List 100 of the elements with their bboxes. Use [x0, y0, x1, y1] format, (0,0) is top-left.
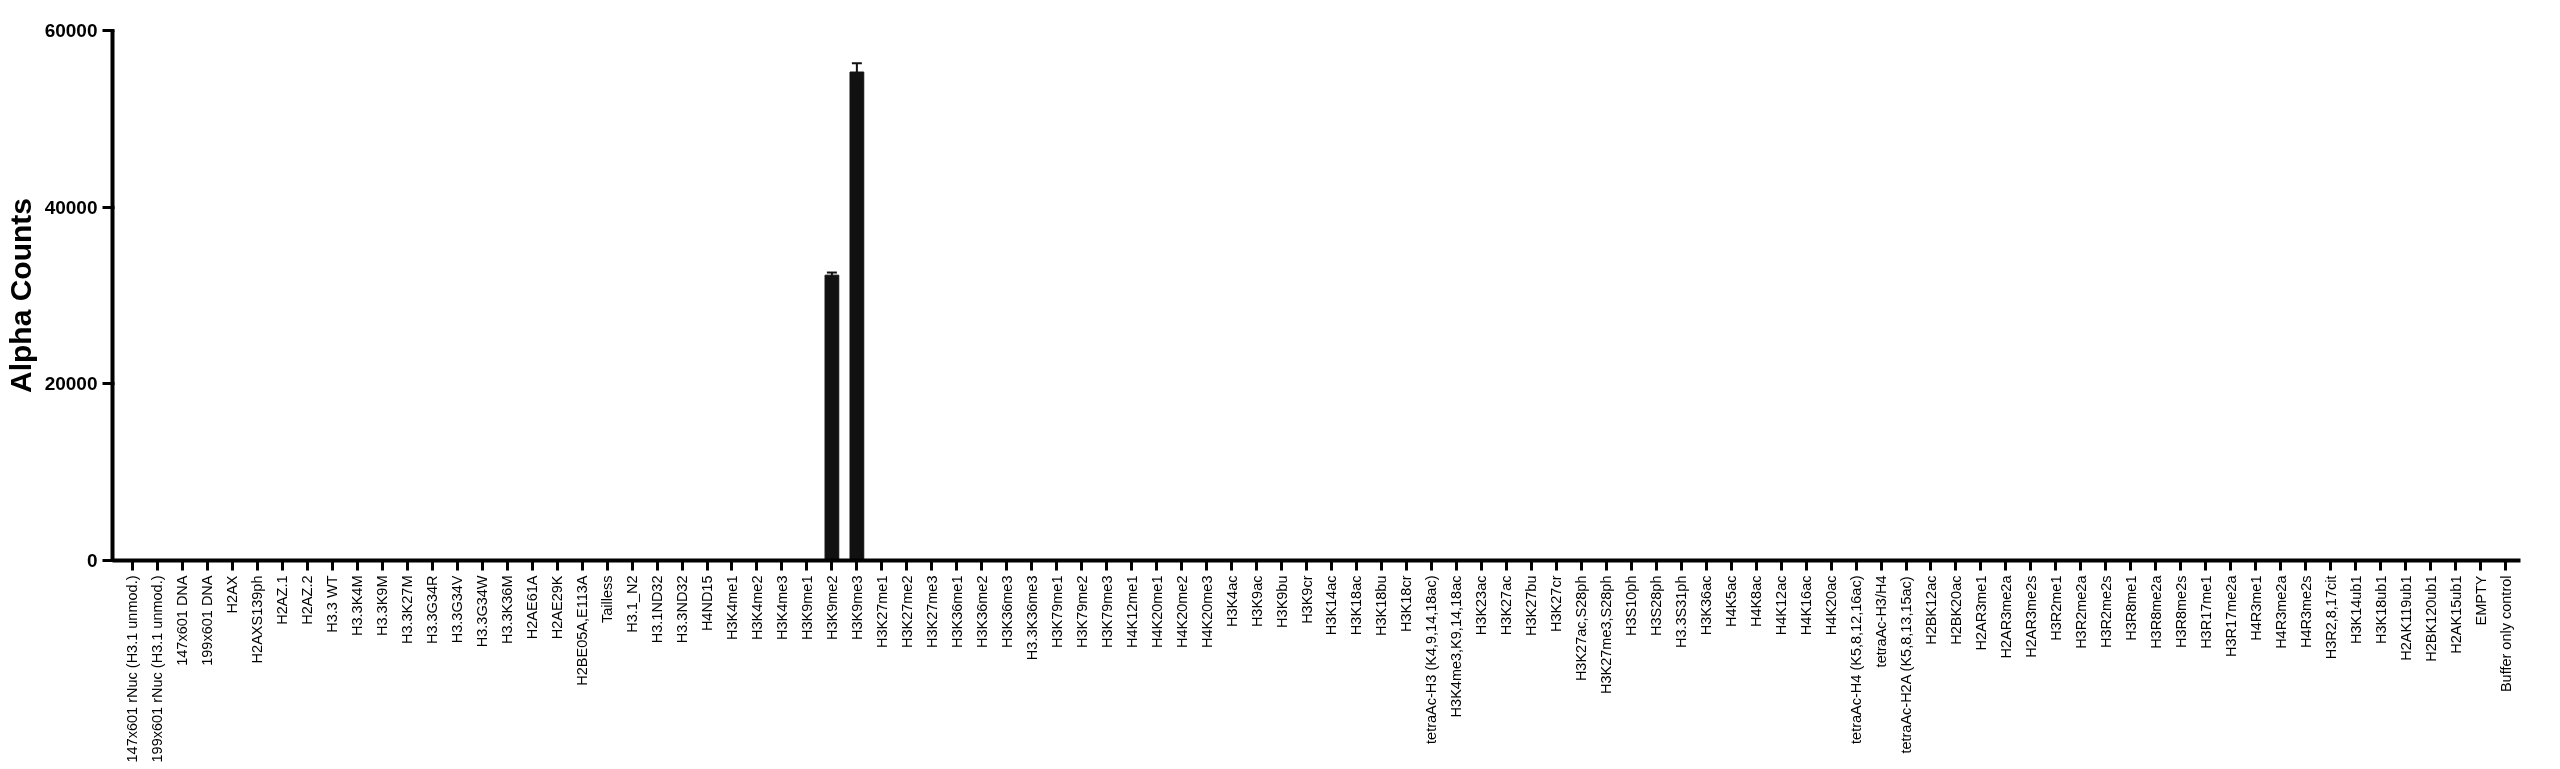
x-tick-label: H2AE29K [549, 575, 566, 640]
x-tick-label: tetraAc-H4 (K5,8,12,16ac) [1848, 575, 1865, 744]
x-tick-label: H3K18bu [1373, 575, 1390, 636]
x-tick-label: H3K9me2 [823, 575, 840, 640]
x-tick-label: H3S10ph [1623, 575, 1640, 636]
x-tick-label: H3R8me2s [2172, 575, 2189, 649]
x-tick-label: H3K23ac [1473, 575, 1490, 636]
x-tick-label: H3.1_N2 [624, 575, 641, 633]
x-tick-label: H4R3me2s [2297, 575, 2314, 649]
x-tick-label: H3K27ac,S28ph [1573, 575, 1590, 682]
x-tick-label: H2BE05A,E113A [574, 575, 591, 686]
x-tick-label: H2AZ.1 [274, 575, 291, 625]
x-tick-label: H3K18ub1 [2372, 575, 2389, 645]
x-tick-label: H2BK120ub1 [2422, 575, 2439, 662]
x-tick-label: H2AE61A [524, 575, 541, 640]
x-tick-label: H4R3me2a [2272, 574, 2289, 649]
x-tick-label: H2AX [224, 575, 241, 614]
x-tick-label: H3K4ac [1223, 575, 1240, 628]
x-tick-label: H3K4me3,K9,14,18ac [1448, 575, 1465, 718]
x-tick-label: H3R2me2s [2097, 575, 2114, 649]
x-tick-label: H4K12ac [1773, 575, 1790, 636]
x-tick-label: H3R17me1 [2197, 575, 2214, 649]
x-tick-label: H2AK119ub1 [2397, 575, 2414, 661]
x-tick-label: H3R8me2a [2147, 574, 2164, 649]
x-tick-label: H3K36me2 [973, 575, 990, 649]
x-tick-label: H2AXS139ph [249, 575, 266, 664]
x-tick-label: H4R3me1 [2247, 575, 2264, 641]
x-tick-label: H3K27me2 [898, 575, 915, 649]
x-tick-label: H3K18ac [1348, 575, 1365, 636]
x-tick-label: H3K79me1 [1048, 575, 1065, 649]
x-tick-label: tetraAc-H2A (K5,8,13,15ac) [1898, 576, 1915, 754]
x-tick-label: H2AR3me1 [1972, 575, 1989, 651]
x-tick-label: H3K27cr [1548, 575, 1565, 632]
x-tick-label: H2BK20ac [1947, 575, 1964, 645]
x-tick-label: H4K20ac [1823, 575, 1840, 636]
x-tick-label: H4K20me2 [1173, 575, 1190, 649]
x-tick-label: H3K14ub1 [2347, 575, 2364, 645]
x-tick-label: H3K27me1 [873, 575, 890, 649]
x-tick-label: H3R17me2a [2222, 574, 2239, 657]
y-tick-label: 20000 [44, 373, 98, 395]
x-tick-label: H3.3K4M [349, 575, 366, 636]
x-tick-label: H3R2,8,17cit [2322, 575, 2339, 660]
x-tick-label: H4K12me1 [1123, 575, 1140, 649]
x-tick-label: H3.3S31ph [1673, 575, 1690, 649]
x-tick-label: H3.3G34W [474, 575, 491, 648]
x-tick-label: H3.3K36M [499, 575, 516, 645]
x-tick-label: 199x601 rNuc (H3.1 unmod.) [149, 575, 166, 763]
y-tick-label: 40000 [44, 196, 98, 218]
x-tick-label: 199x601 DNA [199, 575, 216, 666]
x-tick-label: H3K36me1 [948, 575, 965, 649]
x-tick-label: H3.3K36me3 [1023, 575, 1040, 661]
x-tick-label: H3K9bu [1273, 575, 1290, 628]
x-tick-label: H3K27me3,S28ph [1598, 575, 1615, 694]
x-tick-label: H3K4me2 [748, 575, 765, 640]
x-tick-label: H3S28ph [1648, 575, 1665, 636]
x-tick-label: H3K4me3 [773, 575, 790, 640]
x-tick-label: tetraAc-H3/H4 [1873, 575, 1890, 668]
x-tick-label: 147x601 rNuc (H3.1 unmod.) [124, 575, 141, 763]
x-tick-label: H3.3G34R [424, 575, 441, 645]
x-tick-label: EMPTY [2472, 575, 2489, 626]
x-tick-label: H3K4me1 [723, 575, 740, 640]
x-tick-label: H3K79me2 [1073, 575, 1090, 649]
x-tick-label: H3.1ND32 [649, 575, 666, 644]
x-tick-label: tetraAc-H3 (K4,9,14,18ac) [1423, 575, 1440, 744]
x-tick-label: H4K5ac [1723, 575, 1740, 628]
x-tick-label: H3K9ac [1248, 575, 1265, 628]
y-axis-title: Alpha Counts [3, 197, 37, 393]
x-tick-label: H3K9me1 [798, 575, 815, 640]
x-tick-label: H3.3G34V [449, 575, 466, 644]
x-tick-label: H4K20me3 [1198, 575, 1215, 649]
x-tick-label: H3.3ND32 [674, 575, 691, 644]
x-tick-label: H3K27bu [1523, 575, 1540, 636]
x-tick-label: H3K79me3 [1098, 575, 1115, 649]
x-tick-label: H3.3K9M [374, 575, 391, 636]
x-tick-label: H3K9cr [1298, 575, 1315, 624]
x-tick-label: H3R2me1 [2047, 575, 2064, 641]
x-tick-label: H3R8me1 [2122, 575, 2139, 641]
x-tick-label: H4K20me1 [1148, 575, 1165, 649]
x-tick-label: H3K36ac [1698, 575, 1715, 636]
x-tick-label: H4K16ac [1798, 575, 1815, 636]
x-tick-label: H3K27me3 [923, 575, 940, 649]
x-tick-label: Tailless [599, 575, 616, 624]
y-tick-label: 0 [86, 550, 98, 571]
x-tick-label: H3.3 WT [324, 575, 341, 633]
x-tick-label: H3K36me3 [998, 575, 1015, 649]
x-tick-label: H4ND15 [699, 575, 716, 632]
x-tick-label: H2AZ.2 [299, 575, 316, 625]
x-tick-label: H3K14ac [1323, 575, 1340, 636]
x-tick-label: Buffer only control [2497, 575, 2514, 693]
x-tick-label: H3K27ac [1498, 575, 1515, 636]
x-tick-label: 147x601 DNA [174, 575, 191, 666]
x-tick-label: H2BK12ac [1922, 575, 1939, 645]
x-tick-label: H3R2me2a [2072, 574, 2089, 649]
x-tick-label: H4K8ac [1748, 575, 1765, 628]
x-tick-label: H2AR3me2s [2022, 575, 2039, 658]
x-tick-label: H3K18cr [1398, 575, 1415, 632]
x-tick-label: H2AK15ub1 [2447, 575, 2464, 654]
x-tick-label: H2AR3me2a [1997, 574, 2014, 659]
x-tick-label: H3K9me3 [848, 575, 865, 640]
y-tick-label: 60000 [44, 20, 98, 41]
